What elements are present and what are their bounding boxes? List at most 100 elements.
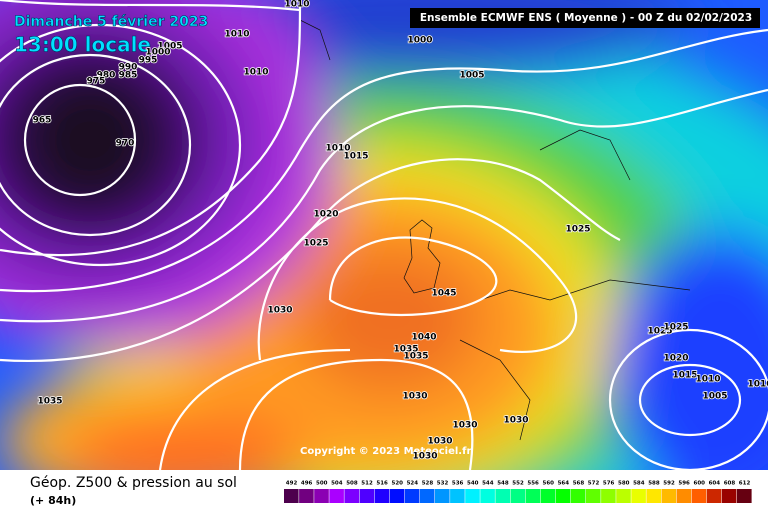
colorbar-label: 524 [407, 481, 419, 487]
isobar-label: 975 [87, 77, 106, 87]
isobar-label: 965 [33, 116, 52, 126]
colorbar-swatch [646, 489, 661, 503]
isobar-label: 1025 [647, 327, 672, 337]
colorbar-swatch [284, 489, 299, 503]
colorbar-swatch [495, 489, 510, 503]
isobar-label: 985 [119, 71, 138, 81]
isobar-label: 1010 [747, 380, 768, 390]
isobar-label: 1010 [224, 30, 249, 40]
colorbar-swatch [419, 489, 435, 503]
colorbar-label: 556 [527, 481, 539, 487]
colorbar-label: 560 [543, 481, 555, 487]
colorbar-label: 540 [467, 481, 479, 487]
colorbar-label: 564 [558, 481, 570, 487]
date-text: Dimanche 5 février 2023 [14, 14, 208, 30]
isobar-label: 1005 [157, 42, 182, 52]
colorbar-swatch [359, 489, 375, 503]
colorbar-swatch [676, 489, 692, 503]
colorbar-swatch [721, 489, 737, 503]
isobar-label: 1035 [37, 397, 62, 407]
colorbar-swatch [586, 489, 601, 503]
colorbar-label: 608 [724, 481, 736, 487]
colorbar-label: 552 [512, 481, 524, 487]
colorbar-swatch [691, 489, 707, 503]
isobar-label: 1035 [403, 352, 428, 362]
isobar-label: 1020 [313, 210, 338, 220]
colorbar-label: 584 [633, 481, 645, 487]
header-box [410, 8, 760, 28]
isobar-label: 1015 [343, 152, 368, 162]
colorbar-label: 536 [452, 481, 464, 487]
isobar-label: 1045 [431, 289, 456, 299]
isobar-label: 1015 [672, 371, 697, 381]
isobar-label: 1020 [663, 354, 688, 364]
colorbar-swatch [480, 489, 495, 503]
legend-title: Géop. Z500 & pression au sol [30, 475, 237, 491]
colorbar-swatch [344, 489, 359, 503]
colorbar-swatch [525, 489, 541, 503]
copyright: Copyright © 2023 Meteociel.fr [300, 446, 471, 457]
isobar-label: 1000 [145, 48, 170, 58]
colorbar: 492 496 500 504 508 512 516 520 524 528 532 536 540 5… [284, 481, 752, 503]
colorbar-label: 496 [301, 481, 313, 487]
colorbar-swatch [435, 489, 450, 503]
isobar-label: 1030 [503, 416, 528, 426]
colorbar-label: 600 [694, 481, 706, 487]
isobar-label: 1030 [427, 437, 452, 447]
colorbar-swatch [555, 489, 571, 503]
colorbar-swatch [329, 489, 344, 503]
isobar-label: 1010 [284, 0, 309, 10]
isobar-label: 1005 [702, 392, 727, 402]
colorbar-label: 568 [573, 481, 585, 487]
colorbar-label: 520 [392, 481, 404, 487]
colorbar-swatch [450, 489, 465, 503]
colorbar-swatch [706, 489, 722, 503]
isobar-label: 980 [97, 71, 116, 81]
colorbar-label: 592 [663, 481, 675, 487]
colorbar-label: 508 [346, 481, 358, 487]
colorbar-label: 596 [678, 481, 690, 487]
time-text: 13:00 locale [14, 33, 151, 57]
isobar-label: 1030 [452, 421, 477, 431]
colorbar-swatch [465, 489, 480, 503]
model-text: Ensemble ECMWF ENS ( Moyenne ) - 00 Z du… [420, 12, 752, 24]
isobars [0, 0, 768, 470]
colorbar-swatch [631, 489, 646, 503]
isobar-labels: 1010101010051000995990985980975965970101… [32, 0, 768, 462]
colorbar-label: 576 [603, 481, 615, 487]
isobar-label: 970 [116, 139, 135, 149]
isobar-label: 1010 [325, 144, 350, 154]
colorbar-label: 544 [482, 481, 494, 487]
colorbar-label: 532 [437, 481, 449, 487]
isobar-label: 1035 [393, 345, 418, 355]
colorbar-swatch [570, 489, 586, 503]
isobar-label: 1025 [303, 239, 328, 249]
isobar-label: 995 [139, 56, 158, 66]
colorbar-label: 504 [331, 481, 343, 487]
colorbar-label: 612 [739, 481, 751, 487]
isobar-label: 1000 [407, 36, 432, 46]
isobar-label: 990 [119, 63, 138, 73]
colorbar-label: 604 [709, 481, 721, 487]
colorbar-label: 512 [361, 481, 373, 487]
colorbar-label: 588 [648, 481, 660, 487]
isobar-label: 1030 [412, 452, 437, 462]
colorbar-swatch [616, 489, 631, 503]
colorbar-swatch [314, 489, 329, 503]
colorbar-label: 528 [422, 481, 434, 487]
colorbar-label: 572 [588, 481, 600, 487]
isobar-label: 1005 [459, 71, 484, 81]
colorbar-swatch [661, 489, 677, 503]
colorbar-label: 580 [618, 481, 630, 487]
colorbar-swatch [299, 489, 314, 503]
colorbar-label: 492 [286, 481, 298, 487]
colorbar-swatch [389, 489, 405, 503]
isobar-label: 1030 [267, 306, 292, 316]
isobar-label: 1040 [411, 333, 436, 343]
lead-time: (+ 84h) [30, 494, 76, 507]
colorbar-swatch [601, 489, 616, 503]
colorbar-label: 500 [316, 481, 328, 487]
colorbar-swatch [404, 489, 420, 503]
